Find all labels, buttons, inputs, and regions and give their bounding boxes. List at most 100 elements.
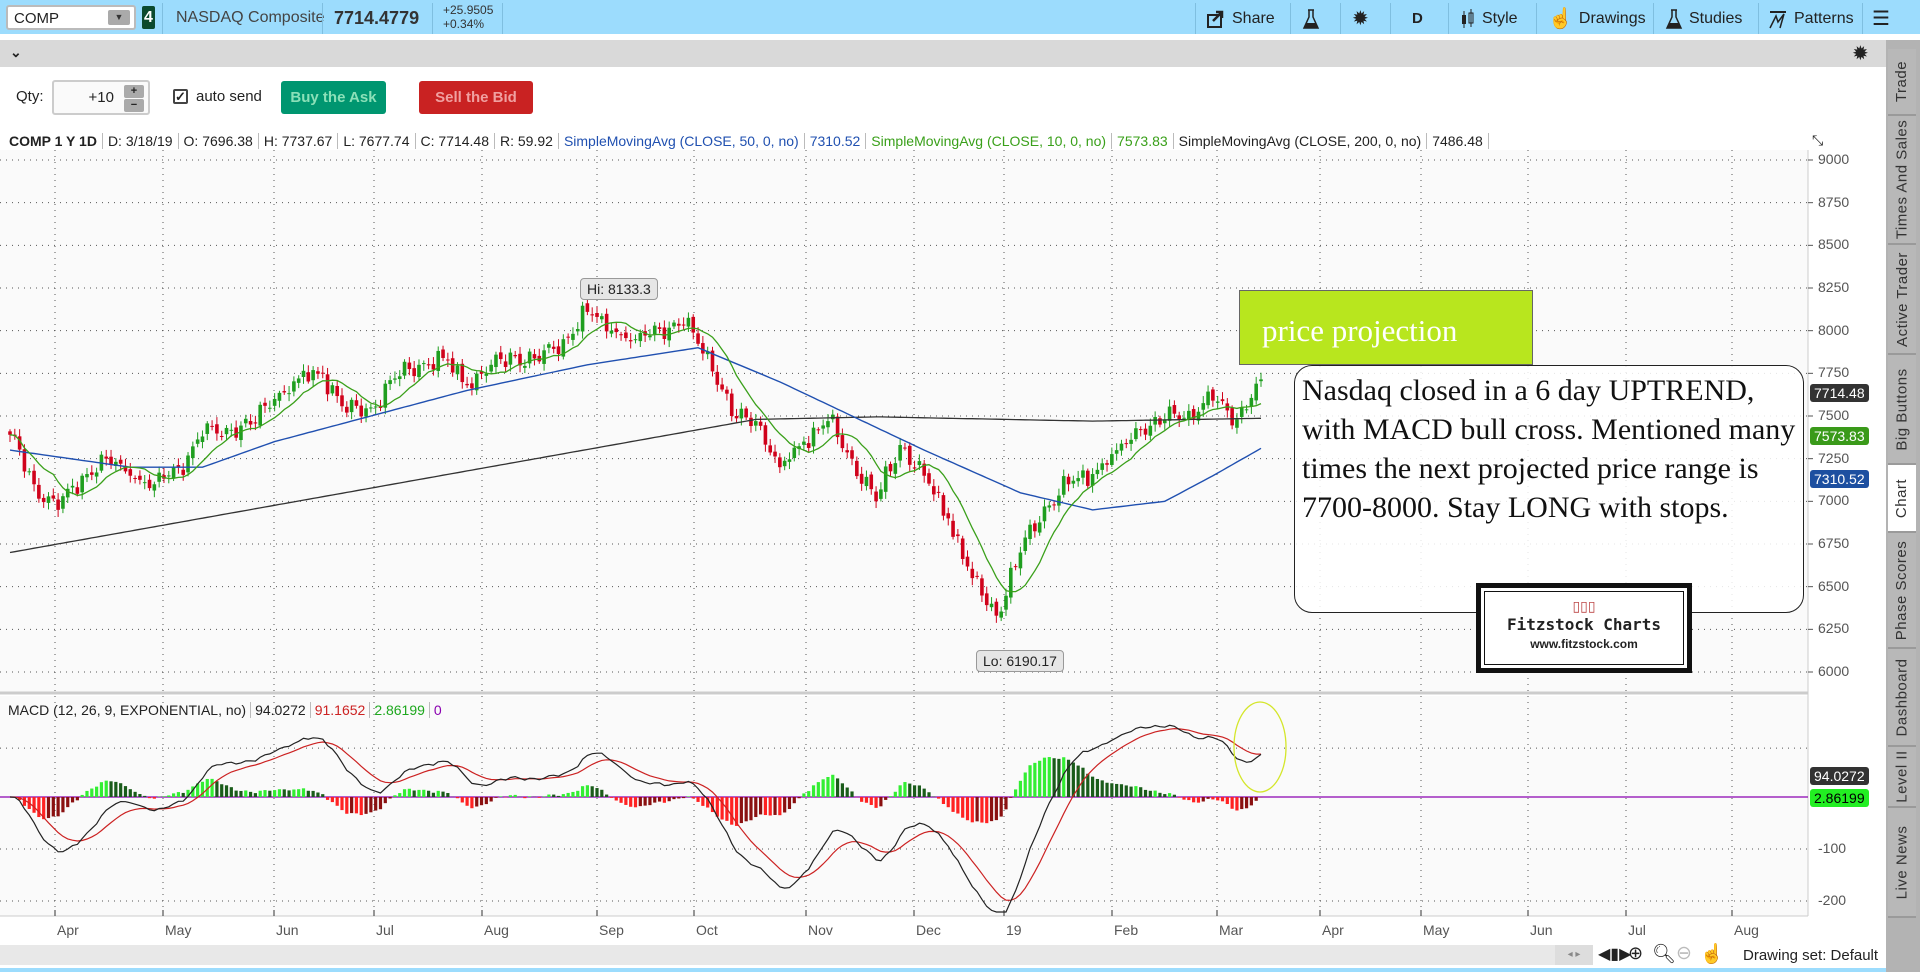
menu-button[interactable]: ☰ [1872, 0, 1890, 37]
qty-increment-button[interactable]: + [124, 85, 144, 98]
sidebar-tab-chart[interactable]: Chart [1888, 465, 1916, 533]
macd-histogram-bar [1062, 757, 1066, 797]
collapse-chevron-icon[interactable]: ⌄ [10, 44, 22, 60]
candle-body [498, 352, 503, 360]
macd-label[interactable]: MACD (12, 26, 9, EXPONENTIAL, no) [4, 702, 252, 718]
macd-histogram-bar [1158, 792, 1162, 797]
candle-body [518, 353, 522, 366]
candle-body [782, 460, 787, 467]
macd-histogram-bar [56, 797, 60, 817]
candle-body [32, 470, 36, 485]
fitzstock-logo: ▯▯▯ Fitzstock Charts www.fitzstock.com [1476, 583, 1692, 673]
sma50-label[interactable]: SimpleMovingAvg (CLOSE, 50, 0, no) [559, 133, 805, 149]
candle-body [898, 445, 902, 461]
sidebar-tab-big-buttons[interactable]: Big Buttons [1888, 355, 1916, 465]
macd-histogram-bar [566, 792, 570, 797]
candle-body [1201, 403, 1206, 410]
zoom-out-icon[interactable]: ⊖ [1676, 943, 1692, 964]
scroll-arrows[interactable]: ◂ ▸ [1555, 945, 1593, 965]
zoom-in-icon[interactable]: 🔍︎ [1652, 944, 1677, 965]
macd-histogram-bar [730, 797, 734, 825]
pan-hand-icon[interactable]: ☝ [1700, 944, 1724, 965]
labs-button[interactable] [1302, 0, 1320, 37]
time-scrollbar[interactable] [0, 945, 1555, 965]
macd-histogram-bar [951, 797, 955, 812]
sidebar-tab-trade[interactable]: Trade [1888, 49, 1916, 116]
macd-histogram-bar [1009, 797, 1013, 798]
macd-histogram-bar [710, 797, 715, 813]
macd-histogram-bar [590, 786, 594, 797]
candle-body [523, 365, 527, 368]
commentary-callout[interactable]: Nasdaq closed in a 6 day UPTREND, with M… [1294, 365, 1804, 613]
candle-body [1239, 407, 1244, 418]
candle-body [1081, 470, 1085, 478]
macd-histogram-bar [123, 786, 128, 797]
expand-collapse-icon[interactable]: ⤡ [1812, 132, 1824, 148]
chevron-down-icon[interactable]: ▼ [108, 10, 130, 25]
sma10-label[interactable]: SimpleMovingAvg (CLOSE, 10, 0, no) [866, 133, 1113, 149]
macd-histogram-bar [946, 797, 950, 808]
macd-histogram-bar [345, 797, 349, 814]
sidebar-tab-level-ii[interactable]: Level II [1888, 747, 1916, 808]
candle-body [320, 372, 325, 374]
candle-body [474, 373, 479, 391]
sidebar-tab-live-news[interactable]: Live News [1888, 808, 1916, 918]
sell-the-bid-button[interactable]: Sell the Bid [419, 81, 533, 114]
macd-histogram-bar [70, 797, 75, 803]
link-group-badge[interactable]: 4 [142, 6, 155, 29]
candle-body [1215, 401, 1220, 403]
patterns-button[interactable]: Patterns [1768, 0, 1854, 37]
candle-body [1042, 506, 1047, 522]
qty-value[interactable]: +10 [88, 89, 114, 106]
macd-histogram-bar [648, 797, 652, 806]
fit-width-icon[interactable]: ◀▮▶ [1598, 946, 1632, 963]
sidebar-tab-phase-scores[interactable]: Phase Scores [1888, 533, 1916, 649]
macd-histogram-bar [210, 778, 214, 797]
crosshair-icon[interactable]: ⊕ [1628, 943, 1644, 963]
price-tick-label: 7750 [1818, 364, 1850, 381]
macd-histogram-bar [215, 781, 219, 797]
candle-body [1114, 450, 1119, 454]
macd-histogram-bar [1023, 772, 1027, 797]
macd-histogram-bar [768, 797, 772, 816]
macd-histogram-bar [37, 797, 41, 818]
drawings-button[interactable]: ☝ Drawings [1548, 0, 1646, 37]
studies-button[interactable]: Studies [1665, 0, 1742, 37]
macd-histogram-bar [561, 794, 565, 797]
macd-histogram-bar [152, 797, 156, 799]
macd-histogram-bar [484, 797, 488, 805]
sma10-line [9, 321, 1262, 593]
month-label: Apr [1322, 922, 1344, 938]
price-projection-box[interactable]: price projection [1239, 290, 1533, 365]
qty-stepper[interactable]: +10 + − [52, 80, 150, 115]
candle-body [1177, 415, 1182, 420]
candle-body [61, 496, 65, 509]
style-button[interactable]: Style [1460, 0, 1518, 37]
macd-histogram-bar [595, 788, 599, 797]
timeframe-button[interactable]: D [1412, 0, 1423, 37]
share-button[interactable]: Share [1206, 0, 1275, 37]
sidebar-tab-dashboard[interactable]: Dashboard [1888, 649, 1916, 747]
candle-body [835, 416, 840, 438]
macd-histogram-bar [912, 785, 917, 797]
gear-icon[interactable]: ✹ [1852, 43, 1869, 65]
sma200-label[interactable]: SimpleMovingAvg (CLOSE, 200, 0, no) [1174, 133, 1428, 149]
candle-body [580, 305, 585, 332]
macd-histogram-bar [1081, 767, 1085, 797]
drawing-set-selector[interactable]: Drawing set: Default [1743, 947, 1879, 964]
symbol-selector[interactable]: COMP ▼ [6, 5, 136, 30]
macd-histogram-bar [840, 783, 844, 797]
macd-histogram-bar [1167, 793, 1172, 797]
macd-histogram-bar [412, 790, 416, 797]
macd-histogram-bar [811, 785, 816, 797]
macd-histogram-bar [898, 785, 902, 797]
auto-send-checkbox[interactable]: ✓ [173, 89, 188, 104]
qty-decrement-button[interactable]: − [124, 99, 144, 112]
settings-button[interactable]: ✹ [1352, 0, 1369, 37]
sidebar-tab-active-trader[interactable]: Active Trader [1888, 245, 1916, 355]
sidebar-tab-times-and-sales[interactable]: Times And Sales [1888, 116, 1916, 245]
candle-body [1129, 439, 1133, 444]
buy-the-ask-button[interactable]: Buy the Ask [281, 81, 386, 114]
macd-histogram-bar [398, 793, 402, 797]
candle-body [402, 361, 407, 376]
